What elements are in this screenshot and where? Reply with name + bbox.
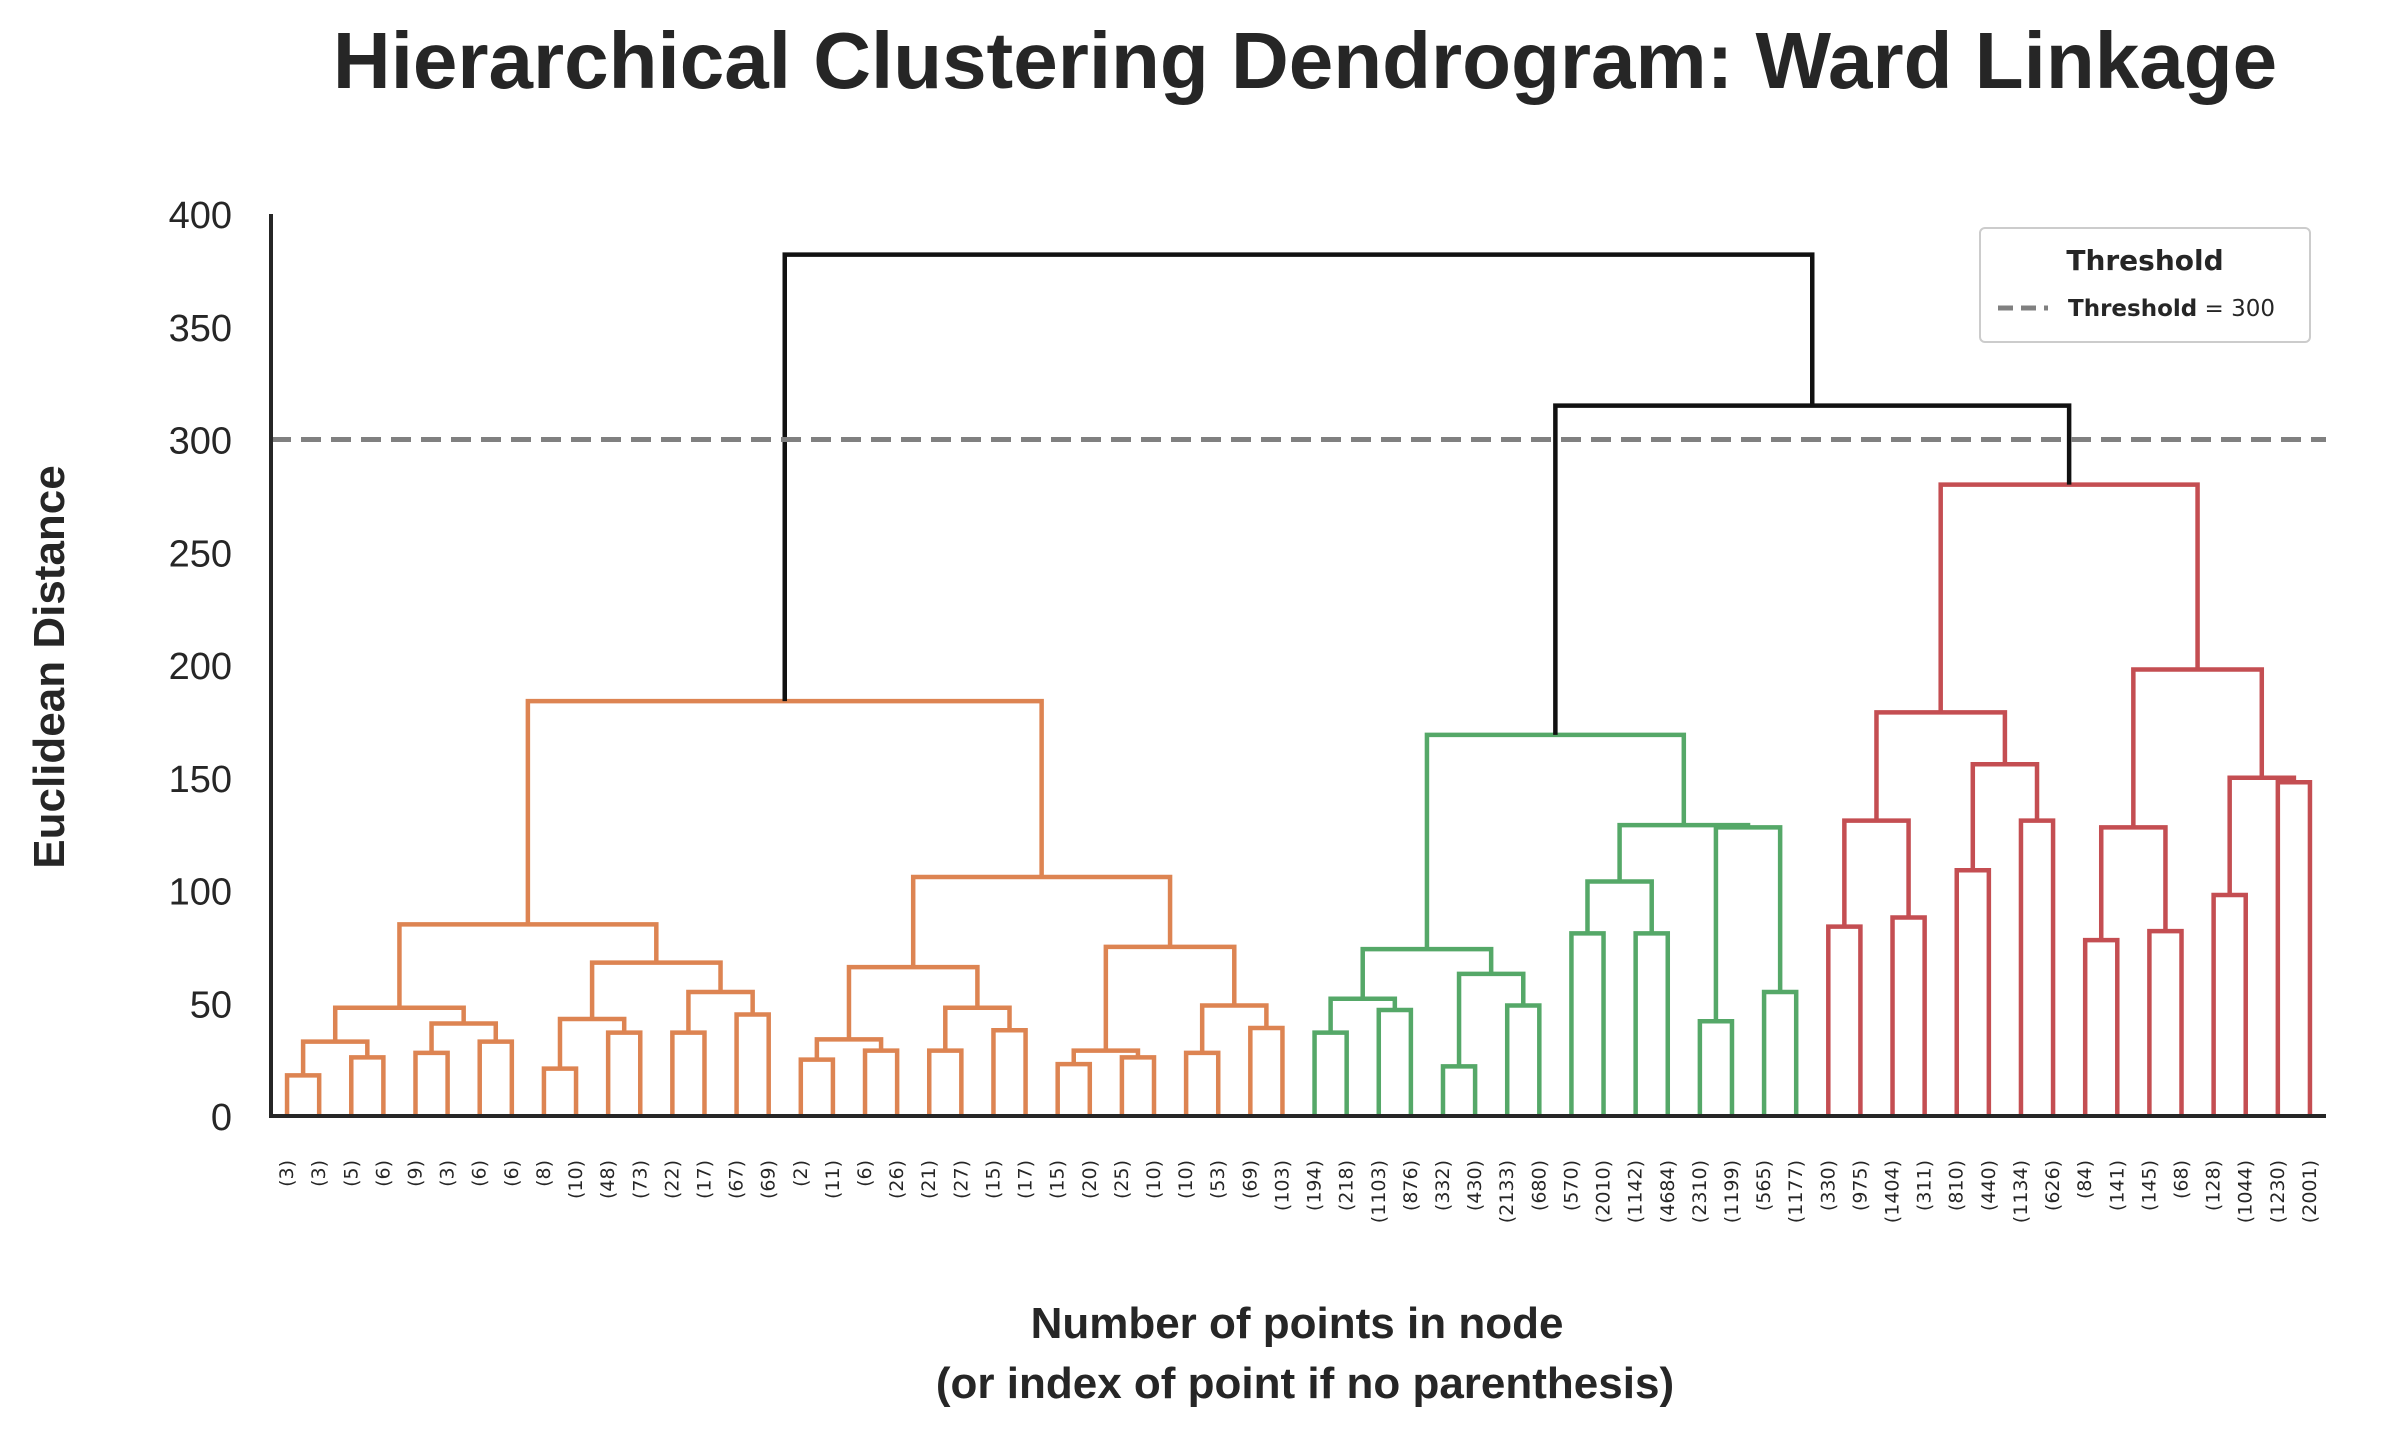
leaf-label: (6) [501, 1160, 523, 1187]
x-axis-label-line1: Number of points in node [1031, 1299, 1564, 1348]
y-tick-label: 250 [169, 533, 232, 575]
leaf-label: (626) [2042, 1160, 2064, 1211]
leaf-label: (565) [1753, 1160, 1775, 1211]
leaf-label: (1404) [1882, 1160, 1904, 1223]
y-tick-label: 300 [169, 421, 232, 463]
leaf-label: (11) [822, 1160, 844, 1199]
leaf-label: (680) [1528, 1160, 1550, 1211]
dendrogram-link [1376, 1007, 1414, 1116]
leaf-label: (8) [533, 1160, 555, 1187]
leaf-label: (6) [469, 1160, 491, 1187]
leaf-label: (69) [1239, 1160, 1261, 1199]
dendrogram-link [1055, 1061, 1093, 1116]
leaf-label: (84) [2074, 1160, 2096, 1199]
leaf-label: (128) [2203, 1160, 2225, 1211]
leaf-label: (1199) [1721, 1160, 1743, 1223]
leaf-label: (27) [950, 1160, 972, 1199]
leaf-label: (9) [404, 1160, 426, 1187]
leaf-label: (10) [1143, 1160, 1165, 1199]
leaf-label: (570) [1560, 1160, 1582, 1211]
y-tick-label: 50 [190, 984, 232, 1026]
leaf-label: (5) [340, 1160, 362, 1187]
leaf-label: (26) [886, 1160, 908, 1199]
leaf-label: (311) [1914, 1160, 1936, 1211]
leaf-label: (876) [1400, 1160, 1422, 1211]
leaf-label: (73) [629, 1160, 651, 1199]
leaf-label: (975) [1849, 1160, 1871, 1211]
leaf-label: (17) [1015, 1160, 1037, 1199]
leaf-label: (10) [1175, 1160, 1197, 1199]
leaf-label: (68) [2171, 1160, 2193, 1199]
leaf-label: (6) [372, 1160, 394, 1187]
leaf-label: (15) [1047, 1160, 1069, 1199]
leaf-label: (141) [2106, 1160, 2128, 1211]
dendrogram-link [1248, 1025, 1285, 1116]
leaf-label: (2) [790, 1160, 812, 1187]
leaf-label: (330) [1817, 1160, 1839, 1211]
leaf-label: (48) [597, 1160, 619, 1199]
leaf-labels: (3) (3) (5) (6) (9) (3) (6) (6) (8) (10) (48) (73) (… [276, 1160, 2321, 1223]
dendrogram-link [782, 252, 1815, 702]
leaf-label: (21) [918, 1160, 940, 1199]
legend-title: Threshold [2066, 244, 2223, 277]
svg-text:Threshold = 300: Threshold = 300 [2068, 296, 2275, 322]
y-tick-label: 400 [169, 195, 232, 237]
dendrogram-link [541, 1066, 579, 1116]
legend-label-rest: = 300 [2197, 296, 2275, 322]
legend-box [1979, 227, 2311, 343]
leaf-label: (4684) [1657, 1160, 1679, 1223]
leaf-label: (53) [1207, 1160, 1229, 1199]
leaf-label: (1044) [2235, 1160, 2257, 1223]
leaf-label: (194) [1304, 1160, 1326, 1211]
leaf-label: (145) [2138, 1160, 2160, 1211]
legend: Threshold Threshold = 300 [1979, 227, 2311, 343]
leaf-label: (430) [1464, 1160, 1486, 1211]
leaf-label: (1142) [1625, 1160, 1647, 1223]
leaf-label: (2310) [1689, 1160, 1711, 1223]
leaf-label: (332) [1432, 1160, 1454, 1211]
dendrogram-link [1199, 1003, 1269, 1053]
leaf-label: (2133) [1496, 1160, 1518, 1223]
dendrogram-links [284, 252, 2313, 1116]
y-tick-label: 200 [169, 646, 232, 688]
leaf-label: (2001) [2299, 1160, 2321, 1223]
leaf-label: (3) [437, 1160, 459, 1187]
y-tick-label: 350 [169, 308, 232, 350]
leaf-label: (15) [982, 1160, 1004, 1199]
dendrogram-link [798, 1057, 836, 1116]
leaf-label: (810) [1946, 1160, 1968, 1211]
leaf-label: (17) [693, 1160, 715, 1199]
leaf-label: (218) [1336, 1160, 1358, 1211]
leaf-label: (1177) [1785, 1160, 1807, 1223]
x-axis-label-line2: (or index of point if no parenthesis) [936, 1359, 1674, 1408]
leaf-label: (103) [1271, 1160, 1293, 1211]
leaf-label: (10) [565, 1160, 587, 1199]
leaf-label: (22) [661, 1160, 683, 1199]
leaf-label: (3) [308, 1160, 330, 1187]
dendrogram-link [1504, 1003, 1542, 1116]
leaf-label: (6) [854, 1160, 876, 1187]
leaf-label: (20) [1079, 1160, 1101, 1199]
leaf-label: (25) [1111, 1160, 1133, 1199]
y-tick-label: 0 [211, 1097, 232, 1139]
y-tick-label: 100 [169, 872, 232, 914]
leaf-label: (2010) [1593, 1160, 1615, 1223]
leaf-label: (1134) [2010, 1160, 2032, 1223]
y-axis-label: Euclidean Distance [25, 465, 74, 868]
dendrogram-link [734, 1012, 771, 1116]
leaf-label: (3) [276, 1160, 298, 1187]
leaf-label: (1103) [1368, 1160, 1390, 1223]
leaf-label: (67) [726, 1160, 748, 1199]
legend-label-bold: Threshold [2068, 296, 2197, 322]
leaf-label: (1230) [2267, 1160, 2289, 1223]
y-tick-label: 150 [169, 759, 232, 801]
leaf-label: (69) [758, 1160, 780, 1199]
leaf-label: (440) [1978, 1160, 2000, 1211]
chart-title: Hierarchical Clustering Dendrogram: Ward… [333, 16, 2277, 105]
y-axis-ticks: 0 50 100 150 200 250 300 350 400 [169, 195, 232, 1139]
